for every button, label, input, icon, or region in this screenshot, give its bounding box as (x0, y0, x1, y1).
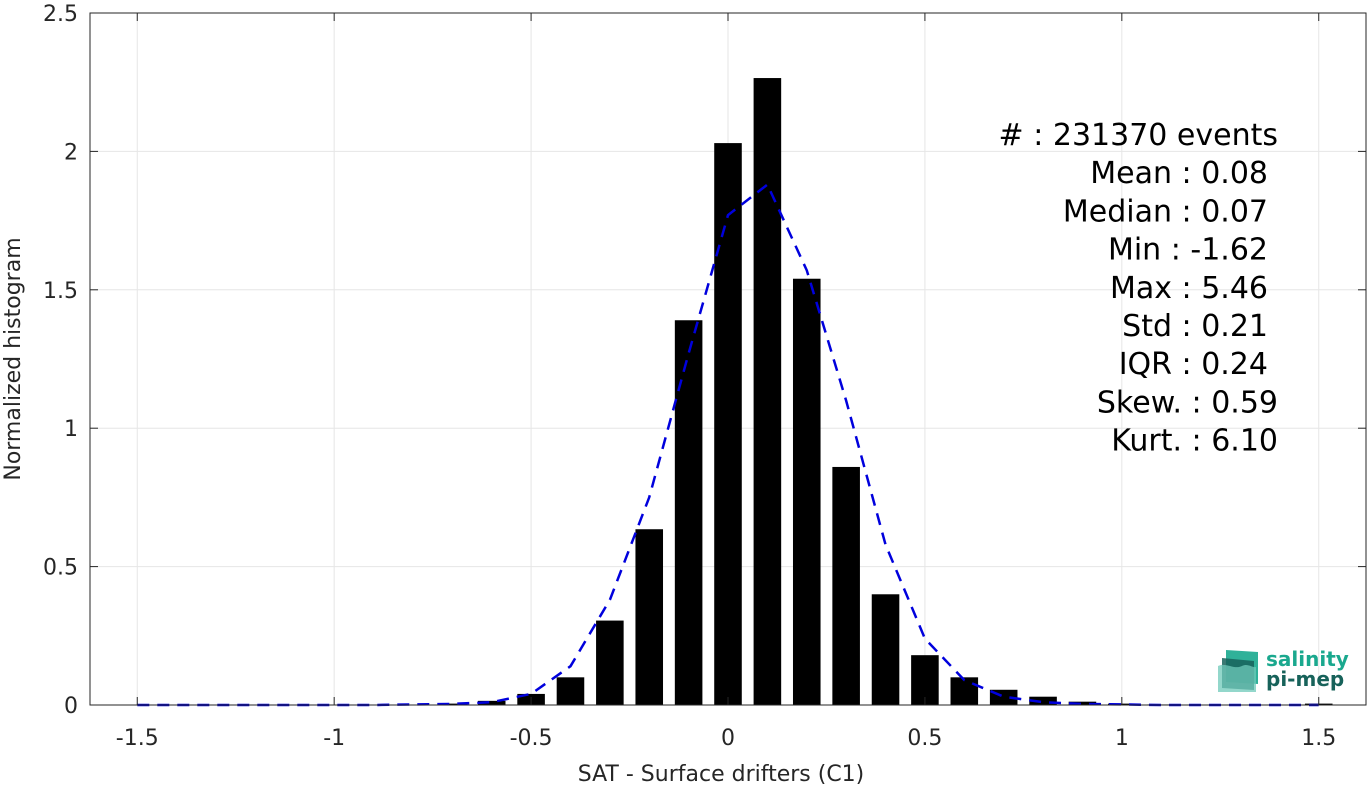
x-tick-label: 1 (1115, 726, 1129, 751)
stat-line: Kurt. : 6.10 (1111, 424, 1278, 459)
logo-line2: pi-mep (1266, 667, 1344, 691)
x-tick-label: -1 (323, 726, 345, 751)
x-tick-label: -1.5 (116, 726, 159, 751)
stat-line: Std : 0.21 (1122, 309, 1268, 344)
y-tick-label: 0.5 (43, 556, 78, 581)
histogram-bar (714, 143, 742, 705)
y-tick-label: 2.5 (43, 2, 78, 27)
fit-curve (137, 182, 1319, 707)
histogram-bar (596, 620, 624, 705)
stat-line: Skew. : 0.59 (1097, 385, 1278, 420)
histogram-bar (674, 320, 703, 705)
histogram-bar (871, 594, 900, 705)
histogram-bar (1029, 696, 1057, 705)
y-axis-label: Normalized histogram (1, 237, 26, 480)
histogram-bar (792, 278, 821, 705)
x-tick-label: 0 (721, 726, 735, 751)
logo-line1: salinity (1266, 647, 1349, 671)
tick-labels: -1.5 -1 -0.5 0 0.5 1 1.5 0 0.5 1 1.5 2 2.5 (43, 2, 1336, 751)
histogram-bar (635, 529, 664, 705)
y-tick-label: 1.5 (43, 279, 78, 304)
stat-line: Min : -1.62 (1108, 233, 1268, 268)
y-tick-label: 1 (64, 417, 78, 442)
stat-line: Max : 5.46 (1110, 271, 1268, 306)
y-tick-label: 0 (64, 694, 78, 719)
histogram-bar (438, 703, 467, 705)
histogram-bar (556, 677, 585, 705)
fit-curve-layer (137, 182, 1319, 707)
histogram-bar (477, 700, 506, 705)
stat-line: # : 231370 events (999, 118, 1278, 153)
histogram-bar (950, 677, 979, 705)
histogram-bar (832, 466, 860, 705)
salinity-pi-mep-logo: salinity pi-mep (1218, 647, 1349, 692)
stat-line: Median : 0.07 (1063, 194, 1268, 229)
stat-line: IQR : 0.24 (1119, 347, 1268, 382)
x-tick-label: 0.5 (907, 726, 942, 751)
histogram-bar (753, 78, 782, 706)
x-tick-label: 1.5 (1301, 726, 1336, 751)
x-axis-label: SAT - Surface drifters (C1) (578, 762, 865, 785)
wave-icon (1218, 650, 1258, 692)
stat-line: Mean : 0.08 (1090, 156, 1268, 191)
axes (89, 12, 1367, 706)
histogram-bar (1068, 701, 1097, 705)
y-tick-label: 2 (64, 140, 78, 165)
x-tick-label: -0.5 (510, 726, 553, 751)
histogram-bar (911, 655, 939, 705)
